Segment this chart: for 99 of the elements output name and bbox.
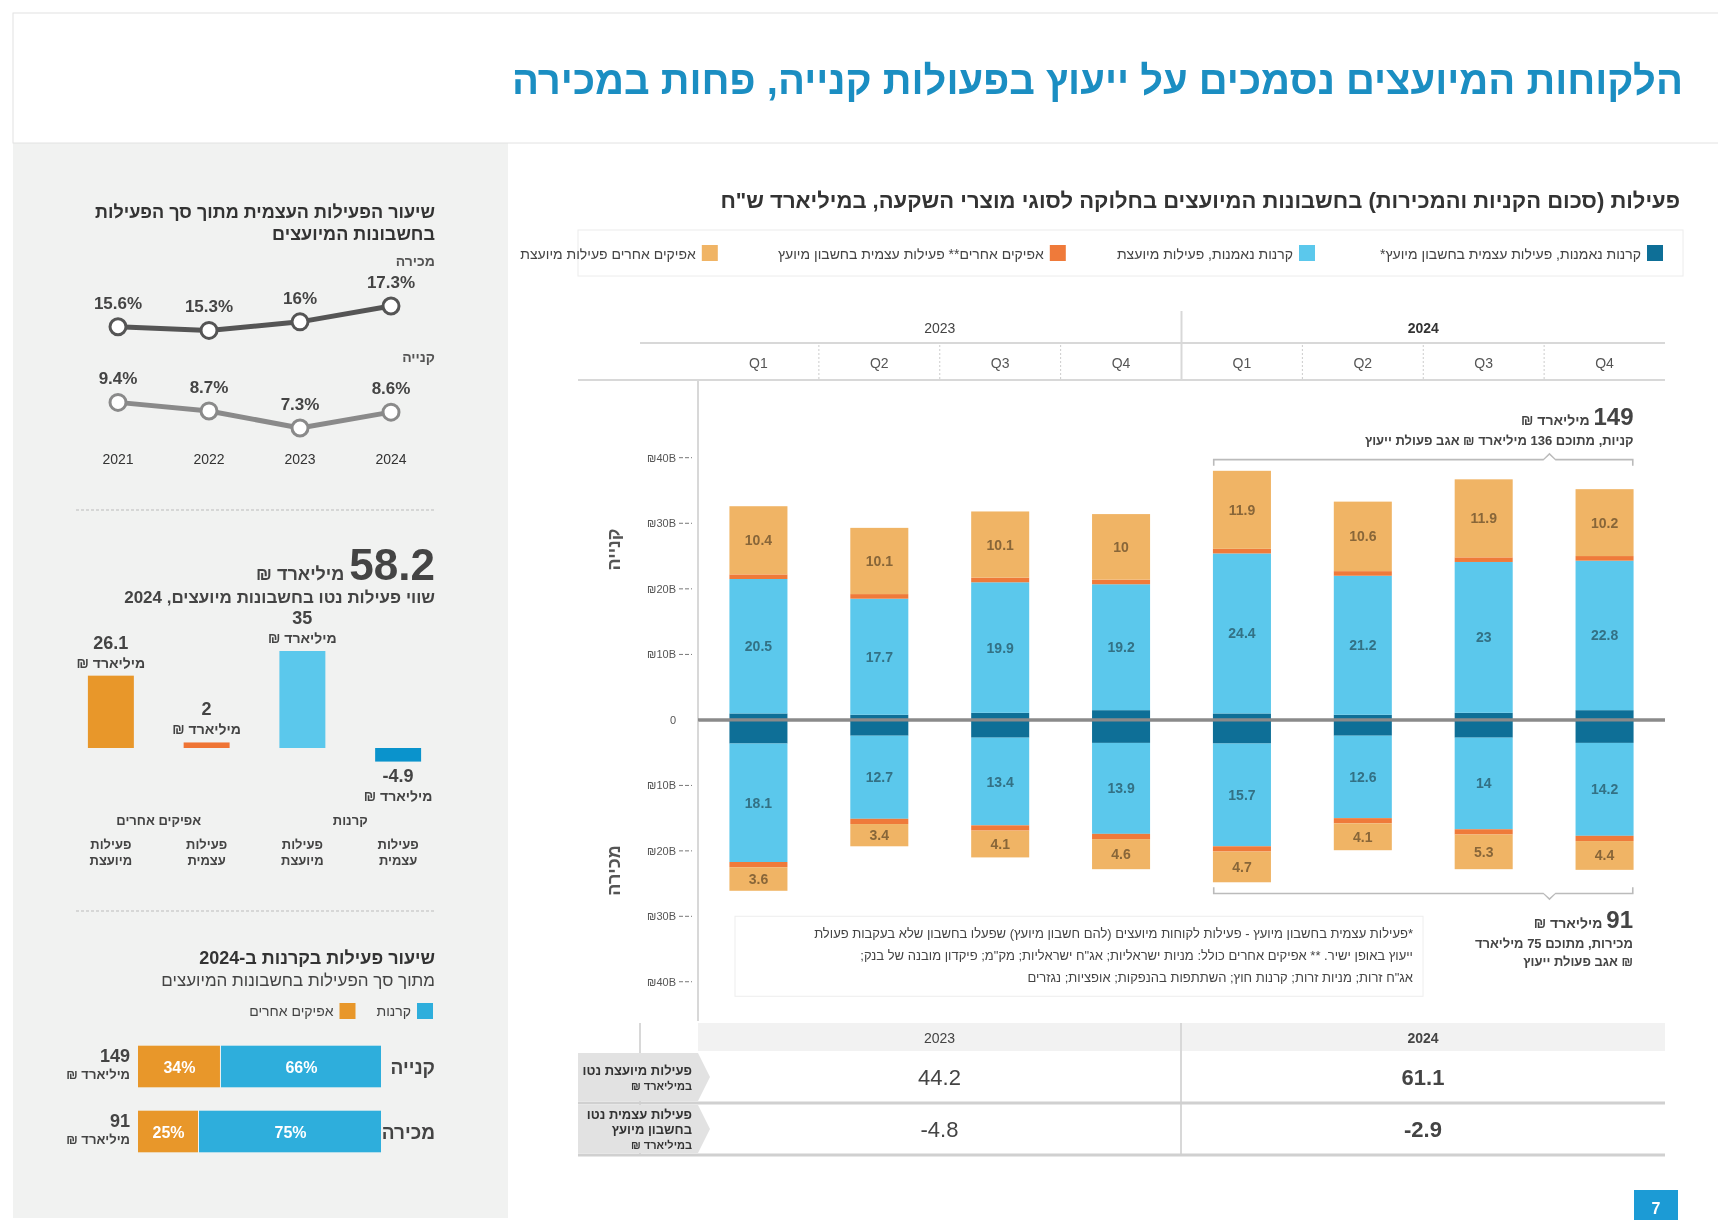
x-tick-label: פעילות מיועצת [281,836,324,868]
annotation: *פעילות עצמית בחשבון מיועץ - פעילות לקוחות מיועצים (להם חשבון מיועץ) שפעלו בחשבון שלא בעקבות פעולת ייעוץ באופן ישיר. ** אפיקים אחרים כולל: מניות ישראליות; אג"ח ישראליות; מק"מ; פיקדון מובנה של בנק; אג"ח זרות; מניות זרות; קרנות חוץ; השתתפות בהנפקות; אופציות; נגזרים [814,926,1413,986]
data-label: 21.2 [1349,637,1377,654]
data-label: 8.7% [189,377,229,397]
y-tick-label: ₪30B [647,517,676,530]
x-tick-label: Q3 [1474,355,1494,371]
data-label: 25% [152,1123,185,1141]
chart-subtitle: שווי פעילות נטו בחשבונות מיועצים, 2024 [124,588,436,607]
data-label: 3.4 [869,827,890,844]
x-tick-label: Q2 [1353,355,1373,371]
data-label: 14 [1475,775,1492,792]
data-label: 61.1 [1401,1065,1445,1090]
y-tick-label: ₪10B [647,779,676,792]
data-label: -4.8 [920,1117,959,1142]
data-label: 19.2 [1107,639,1135,656]
legend-label: אפיקים אחרים** פעילות עצמית בחשבון מיועץ [778,246,1045,262]
text: 2023 [924,320,956,336]
x-tick-label: Q1 [1232,355,1252,371]
x-tick-label: 2024 [375,451,407,467]
data-label: 4.4 [1594,847,1615,864]
data-label: 44.2 [918,1065,961,1090]
data-label: 19.9 [986,639,1015,656]
category-label: 2023 [923,1030,956,1046]
text: פעילות מיועצת נטו במיליארד ₪ [582,1062,692,1092]
chart-title: שיעור פעילות בקרנות ב-2024 [199,948,435,968]
data-label: 10.1 [865,552,894,569]
data-label: -2.9 [1404,1117,1442,1142]
data-label: 10.4 [744,532,773,549]
data-label: 24.4 [1228,625,1256,642]
x-tick-label: Q4 [1111,355,1131,371]
x-tick-label: פעילות עצמית [186,836,228,868]
data-label: 11.9 [1228,501,1256,518]
y-tick-label: ₪10B [647,648,676,661]
chart-subtitle: מתוך סך הפעילות בחשבונות המיועצים [161,971,435,990]
data-label: 11.9 [1470,510,1498,527]
x-tick-label: Q2 [869,355,889,371]
data-label: 34% [163,1058,196,1076]
x-tick-label: Q3 [990,355,1010,371]
data-label: 9.4% [98,369,138,389]
data-label: 10.6 [1349,528,1377,545]
data-label: 18.1 [744,794,773,811]
data-label: 13.9 [1107,780,1135,797]
y-axis-title: קנייה [604,528,624,571]
data-label: 7.3% [280,395,320,414]
text: הלקוחות המיועצים נסמכים על ייעוץ בפעולות קנייה, פחות במכירה [511,58,1683,102]
data-label: 5.3 [1473,843,1494,860]
data-label: 10.1 [986,536,1015,553]
data-label: 12.7 [865,769,894,786]
data-label: 14.2 [1590,781,1619,798]
text: 7 [1651,1200,1661,1217]
x-tick-label: פעילות עצמית [377,836,419,868]
y-tick-label: ₪40B [647,975,676,988]
data-label: 10 [1113,538,1130,555]
data-label: 17.7 [865,648,894,665]
data-label: 15.7 [1228,786,1256,803]
text: 2024 [1407,320,1440,336]
data-label: 22.8 [1590,627,1619,644]
data-label: 15.6% [93,293,143,313]
data-label: 4.7 [1232,858,1252,875]
data-label: 4.1 [1353,828,1373,845]
data-label: 8.6% [371,379,411,399]
x-tick-label: 2023 [284,451,316,467]
y-tick-label: ₪20B [647,582,676,595]
y-tick-label: 0 [669,714,676,726]
annotation: קניות, מתוכם 136 מיליארד ₪ אגב פעולת ייעוץ [1364,432,1634,448]
data-label: 4.1 [990,836,1011,852]
data-label: 16% [282,288,318,308]
legend-label: אפיקים אחרים [249,1003,334,1019]
annotation: מכירות, מתוכם 75 מיליארד ₪ אגב פעולת ייעוץ [1474,936,1633,970]
x-tick-label: Q4 [1595,355,1615,371]
data-label: 12.6 [1349,768,1377,785]
data-label: 75% [274,1123,307,1141]
x-tick-label: פעילות מיועצת [89,836,133,868]
x-tick-label: 2022 [193,451,225,467]
text: פעילות עצמית נטו בחשבון מיועץ במיליארד ₪ [586,1107,692,1151]
data-label: 20.5 [744,638,773,655]
chart-title: שיעור הפעילות העצמית מתוך סך הפעילות בחשבונות המיועצים [95,202,435,244]
data-label: 4.6 [1111,846,1131,863]
x-tick-label: Q1 [749,355,768,371]
y-axis-title: מכירה [604,845,624,896]
chart-title: פעילות (סכום הקניות והמכירות) בחשבונות המיועצים בחלוקה לסוגי מוצרי השקעה, במיליארד ש"ח [720,188,1680,213]
data-label: 15.3% [184,297,234,317]
x-tick-label: 2021 [102,451,134,467]
data-label: 23 [1475,629,1492,646]
text: קרנות [332,812,368,828]
data-label: 13.4 [986,773,1015,790]
data-label: 3.6 [748,871,769,888]
data-label: 17.3% [366,273,416,292]
y-tick-label: ₪40B [647,451,676,464]
legend-label: קרנות נאמנות, פעילות מיועצת [1116,246,1293,262]
data-label: 66% [285,1058,318,1076]
legend-label: קרנות [376,1003,411,1019]
data-label: 10.2 [1590,514,1619,531]
legend-label: אפיקים אחרים פעילות מיועצת [520,246,696,262]
legend-label: קרנות נאמנות, פעילות עצמית בחשבון מיועץ* [1380,246,1641,262]
category-label: 2024 [1407,1030,1439,1046]
y-tick-label: ₪30B [647,910,676,923]
text: אפיקים אחרים [116,812,202,828]
y-tick-label: ₪20B [647,844,676,857]
